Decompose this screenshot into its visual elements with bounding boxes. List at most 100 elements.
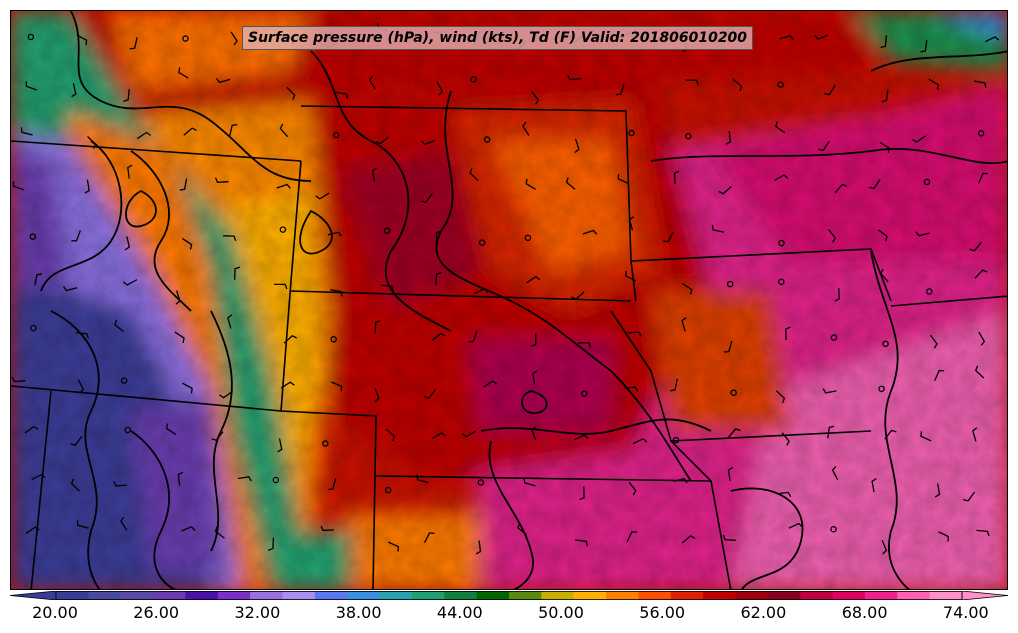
pressure-contours (40, 11, 1007, 589)
colorbar-swatch (88, 591, 122, 600)
colorbar-swatch (509, 591, 542, 600)
wind-barb (374, 387, 380, 403)
wind-barb (681, 535, 696, 544)
wind-barb (526, 275, 541, 284)
wind-barb (978, 172, 989, 184)
colorbar-swatch (638, 591, 672, 600)
wind-barb (315, 192, 330, 200)
colorbar-swatch (379, 591, 413, 600)
wind-barb (628, 481, 637, 496)
wind-barb (124, 236, 131, 251)
wind-barb (34, 273, 43, 286)
wind-barb (87, 136, 97, 149)
wind-barb (711, 224, 725, 233)
wind-barb (934, 369, 945, 381)
wind-barb (469, 168, 479, 181)
wind-barb (775, 390, 786, 404)
wind-barb (788, 522, 803, 529)
colorbar-tick-label: 38.00 (335, 603, 382, 622)
colorbar-swatch (929, 591, 963, 600)
colorbar-swatch (444, 591, 478, 600)
colorbar-swatch (703, 591, 736, 600)
wind-barb (177, 471, 184, 486)
wind-barb (70, 435, 83, 446)
map-panel: Surface pressure (hPa), wind (kts), Td (… (10, 10, 1008, 590)
calm-wind-circle (124, 426, 131, 434)
wind-barb (673, 477, 688, 484)
wind-barb (522, 121, 530, 136)
wind-barb (663, 231, 674, 243)
wind-barb (723, 340, 733, 353)
calm-wind-circle (778, 239, 785, 247)
wind-barb (974, 365, 985, 379)
colorbar-tick-label: 32.00 (234, 603, 281, 622)
wind-barb (517, 523, 528, 536)
wind-barb (113, 481, 128, 487)
colorbar-swatch (217, 591, 251, 600)
wind-barb (165, 423, 177, 435)
colorbar-tick-label: 62.00 (740, 603, 787, 622)
wind-barb (884, 429, 897, 440)
wind-barb (431, 432, 447, 439)
calm-wind-circle (470, 76, 477, 83)
wind-barb (371, 167, 378, 182)
wind-barb (222, 235, 237, 242)
colorbar-swatch (800, 591, 834, 600)
calm-wind-circle (333, 131, 340, 139)
colorbar-swatch (282, 591, 316, 600)
wind-barb (831, 465, 839, 481)
colorbar-swatch (153, 591, 186, 600)
colorbar-swatch (250, 591, 283, 600)
colorbar-swatch (314, 591, 348, 600)
wind-barb (785, 326, 791, 341)
calm-wind-circle (628, 129, 635, 137)
wind-barb (122, 279, 138, 286)
calm-wind-circle (882, 340, 889, 348)
wind-barb (475, 540, 482, 555)
wind-barb (974, 269, 988, 279)
wind-barb (929, 334, 938, 349)
wind-barb (368, 75, 377, 90)
wind-barb (728, 428, 741, 438)
wind-barb (483, 380, 498, 388)
calm-wind-circle (483, 136, 491, 143)
colorbar-swatch (347, 591, 381, 600)
wind-barb (615, 83, 625, 96)
wind-barb (71, 83, 77, 98)
wind-barb (978, 331, 986, 346)
calm-wind-circle (30, 324, 37, 332)
wind-barb (828, 228, 837, 243)
wind-barb (963, 491, 976, 502)
wind-barb (972, 427, 978, 442)
wind-barb (973, 80, 987, 89)
colorbar-swatch (897, 591, 931, 600)
wind-barb (129, 37, 138, 50)
wind-barb (632, 438, 648, 445)
wind-barb (77, 379, 85, 394)
calm-wind-circle (279, 226, 287, 233)
calm-wind-circle (926, 288, 933, 295)
wind-barb (725, 130, 732, 145)
colorbar-swatch (411, 591, 445, 600)
wind-barb (685, 79, 700, 86)
calm-wind-circle (182, 35, 189, 42)
wind-barb (175, 290, 181, 305)
colorbar-tick-label: 26.00 (133, 603, 180, 622)
wind-barb (879, 141, 890, 153)
wind-barb (11, 376, 26, 383)
colorbar-tick-label: 56.00 (639, 603, 686, 622)
calm-wind-circle (830, 334, 838, 341)
wind-barb (24, 425, 39, 434)
wind-barb (181, 526, 196, 532)
wind-barb (577, 342, 592, 348)
wind-barb (579, 486, 585, 501)
wind-barb (279, 123, 289, 138)
wind-barb (880, 35, 888, 49)
wind-barb (276, 183, 291, 189)
wind-barb (267, 537, 275, 551)
calm-wind-circle (272, 476, 280, 484)
wind-barb (822, 388, 837, 394)
colorbar-tick-label: 50.00 (538, 603, 584, 622)
wind-barb (777, 491, 792, 498)
colorbar-swatch (120, 591, 154, 600)
